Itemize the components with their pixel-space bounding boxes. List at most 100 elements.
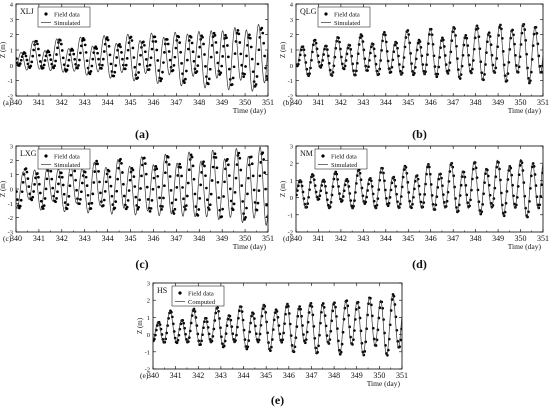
y-tick-label: 2: [290, 32, 293, 39]
data-point: [204, 64, 207, 68]
data-point: [241, 200, 245, 203]
data-point: [388, 323, 392, 327]
data-point: [77, 64, 80, 67]
data-point: [190, 155, 194, 159]
data-point: [220, 64, 224, 68]
data-point: [80, 181, 84, 185]
data-point: [54, 200, 57, 204]
data-point: [357, 43, 361, 46]
data-point: [214, 41, 218, 44]
data-point: [171, 69, 175, 72]
data-point: [127, 189, 131, 192]
data-point: [246, 192, 249, 196]
data-point: [456, 57, 459, 60]
y-tick-label: 3: [290, 17, 293, 24]
x-tick-label: 345: [125, 98, 137, 107]
data-point: [147, 68, 151, 71]
data-point: [230, 83, 234, 86]
data-point: [237, 151, 241, 155]
data-point: [78, 58, 81, 62]
y-tick-label: 1: [10, 172, 13, 179]
data-point: [91, 57, 95, 61]
panel-caption: (d): [412, 257, 427, 271]
data-point: [155, 167, 159, 171]
panel-corner-label: (d): [283, 234, 292, 243]
data-point: [102, 198, 106, 202]
data-point: [202, 160, 205, 164]
x-tick-label: 345: [402, 234, 414, 243]
data-point: [149, 56, 153, 60]
data-point: [185, 194, 189, 198]
data-point: [51, 186, 55, 190]
data-point: [121, 171, 124, 174]
data-point: [117, 166, 120, 170]
data-point: [131, 46, 135, 50]
data-point: [187, 168, 191, 172]
data-point: [236, 29, 240, 32]
data-point: [219, 71, 223, 75]
x-tick-label: 348: [328, 371, 340, 380]
data-point: [16, 57, 18, 60]
x-tick-label: 344: [380, 234, 392, 243]
data-point: [36, 42, 39, 46]
x-tick-label: 342: [335, 98, 347, 107]
data-point: [65, 68, 69, 72]
data-point: [501, 50, 505, 53]
data-point: [261, 151, 265, 155]
data-point: [156, 59, 160, 62]
y-tick-label: 4: [290, 2, 294, 9]
panel-b: 340 341 342 343 344 345 346 347 348 349 350 351-2-1…: [279, 2, 549, 142]
data-point: [30, 60, 34, 64]
data-point: [263, 171, 266, 174]
data-point: [99, 191, 102, 195]
data-point: [262, 158, 266, 161]
data-point: [521, 169, 525, 172]
x-tick-label: 347: [447, 234, 459, 243]
data-point: [85, 184, 89, 187]
data-point: [238, 41, 242, 44]
y-tick-label: 2: [147, 298, 150, 305]
data-point: [131, 168, 135, 172]
data-point: [198, 197, 202, 200]
data-point: [83, 43, 87, 47]
data-point: [245, 206, 248, 210]
data-point: [178, 41, 182, 45]
data-point: [229, 199, 233, 203]
y-tick-label: 0: [147, 332, 150, 339]
data-point: [423, 193, 426, 196]
data-point: [216, 61, 220, 65]
data-point: [255, 208, 259, 212]
data-point: [126, 199, 130, 202]
data-point: [20, 190, 24, 194]
data-point: [174, 198, 178, 202]
x-tick-label: 348: [193, 234, 205, 243]
data-point: [125, 205, 129, 209]
data-point: [24, 167, 28, 171]
x-tick-label: 351: [537, 234, 549, 243]
y-tick-label: 3: [10, 17, 13, 24]
y-tick-label: -2: [288, 230, 293, 237]
y-tick-label: -2: [288, 94, 293, 101]
y-tick-label: -2: [145, 367, 150, 374]
x-tick-label: 350: [239, 98, 251, 107]
y-axis-label: Z (m): [279, 41, 287, 58]
data-point: [19, 58, 23, 62]
data-point: [170, 201, 174, 205]
data-point: [128, 178, 132, 182]
x-tick-label: 347: [447, 98, 459, 107]
data-point: [164, 160, 168, 164]
data-point: [165, 38, 169, 41]
y-tick-label: 0: [290, 63, 293, 70]
data-point: [367, 302, 370, 306]
data-point: [130, 39, 134, 42]
data-point: [114, 64, 118, 67]
data-point: [38, 60, 42, 63]
data-point: [215, 166, 219, 170]
y-tick-label: 4: [10, 2, 14, 9]
data-point: [97, 170, 100, 173]
data-point: [231, 76, 235, 80]
data-point: [242, 75, 245, 79]
data-point: [254, 83, 258, 86]
data-point: [139, 187, 142, 190]
x-tick-label: 348: [470, 98, 482, 107]
